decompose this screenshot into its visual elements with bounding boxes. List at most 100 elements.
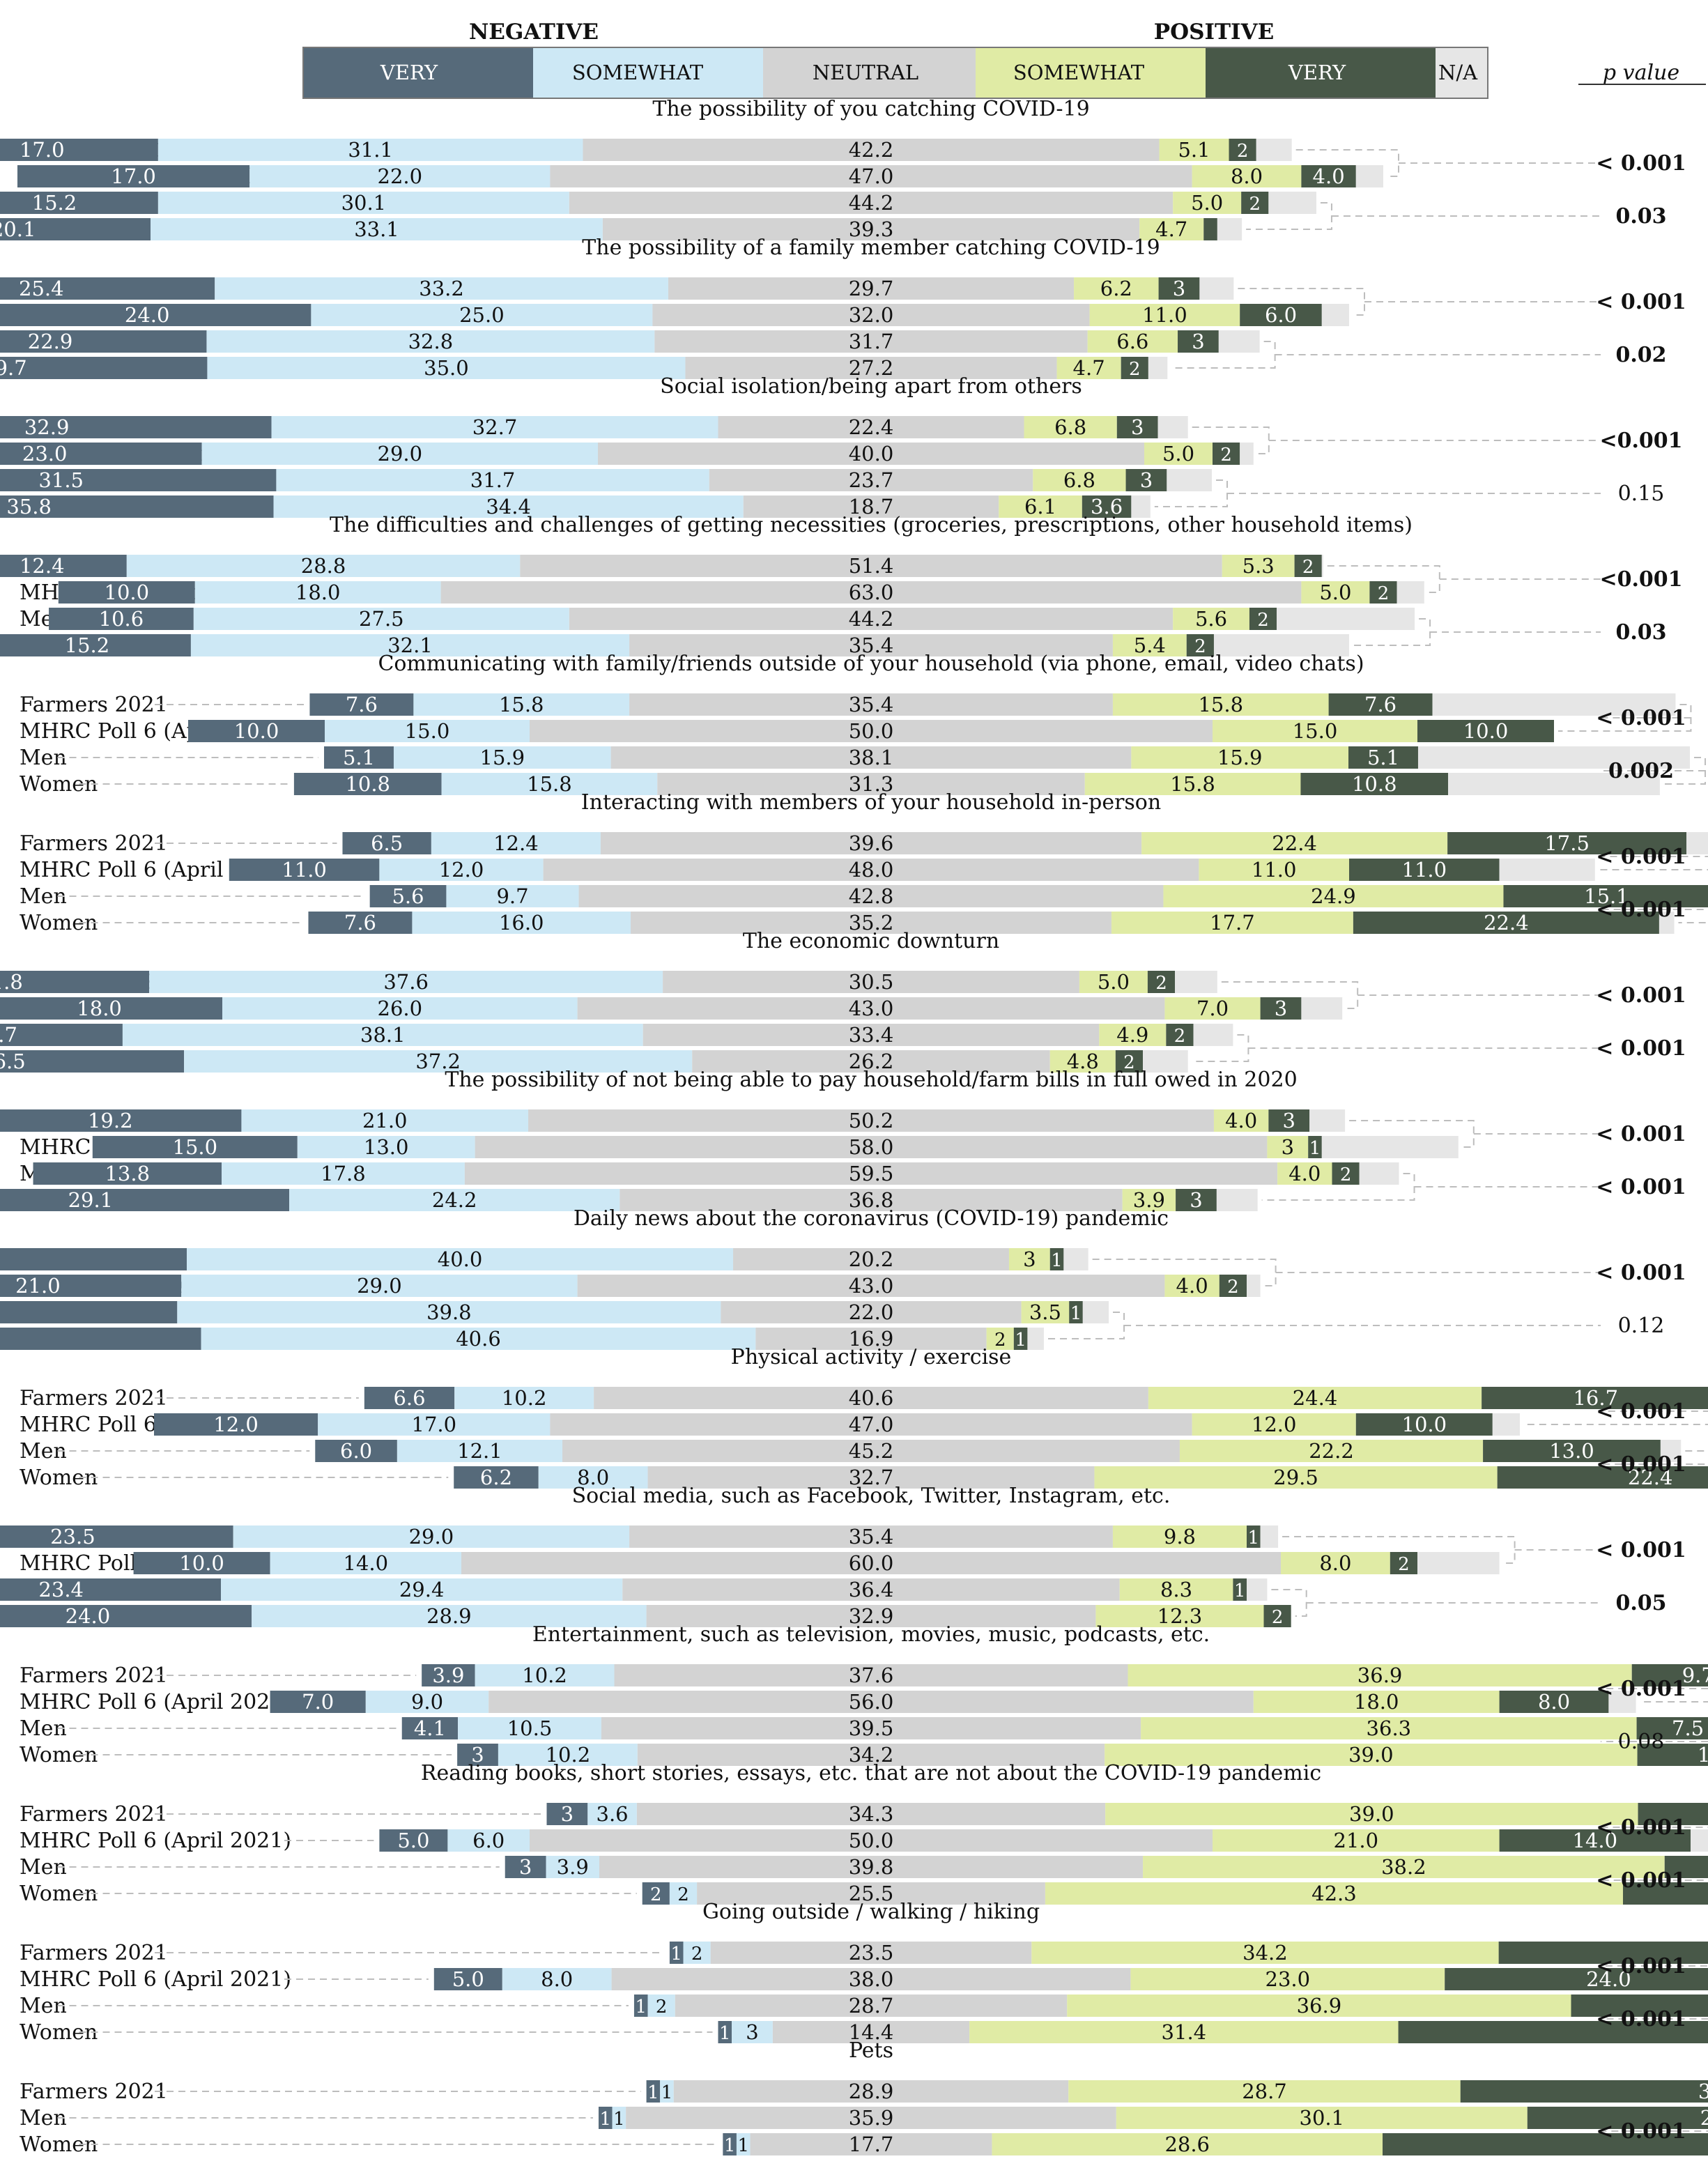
bar-segment-negative-very: [0, 1301, 178, 1323]
bar-segment-positive-somewhat: [1087, 330, 1178, 353]
panel: Social isolation/being apart from others…: [0, 374, 1683, 519]
bar-value-label-positive-somewhat: 8.0: [1319, 1551, 1351, 1575]
bar-value-label-positive-somewhat: 29.5: [1273, 1466, 1318, 1489]
bar-segment-na: [1499, 859, 1595, 881]
bar-segment-negative-very: [0, 1578, 222, 1601]
bar-segment-neutral: [599, 1856, 1144, 1878]
bar-segment-neutral: [631, 912, 1111, 934]
bar-segment-positive-somewhat: [969, 2021, 1399, 2043]
bar-segment-positive-very: [1147, 971, 1176, 993]
bar-value-label-neutral: 28.7: [849, 1994, 894, 2018]
panel: The possibility of not being able to pay…: [0, 1068, 1686, 1213]
bar-value-label-negative-very: 23.5: [50, 1525, 95, 1548]
bar-value-label-neutral: 50.2: [849, 1109, 894, 1132]
bar-value-label-negative-very: 1: [600, 2109, 612, 2130]
pvalue-label: < 0.001: [1596, 1036, 1686, 1061]
bar-segment-na: [1301, 997, 1343, 1020]
bar-value-label-positive-very: 1: [1248, 1528, 1260, 1548]
bar-value-label-neutral: 39.6: [849, 831, 894, 855]
bar-segment-positive-very: [1349, 859, 1500, 881]
bar-segment-negative-very: [718, 2021, 732, 2043]
bar-segment-negative-somewhat: [683, 1942, 711, 1964]
row-label: Women: [20, 772, 98, 797]
bar-value-label-negative-somewhat: 10.2: [546, 1743, 591, 1767]
bar-segment-neutral: [629, 634, 1113, 656]
bar-value-label-negative-somewhat: 10.2: [502, 1386, 547, 1410]
bar-segment-negative-very: [669, 1942, 684, 1964]
bar-segment-positive-very: [1301, 165, 1356, 187]
bar-segment-positive-somewhat: [1213, 1109, 1269, 1132]
bar-value-label-positive-somewhat: 4.9: [1116, 1023, 1148, 1047]
bar-segment-negative-somewhat: [271, 416, 718, 438]
row-label: Farmers 2021: [20, 2080, 168, 2104]
bar-value-label-positive-somewhat: 15.8: [1198, 693, 1243, 716]
bar-value-label-negative-very: 7.0: [302, 1690, 334, 1714]
bar-segment-negative-somewhat: [475, 1664, 615, 1686]
bar-segment-positive-very: [1178, 330, 1219, 353]
bar-value-label-negative-very: 22.9: [28, 330, 73, 353]
bar-segment-na: [1686, 832, 1708, 854]
bar-value-label-negative-very: 10.0: [105, 581, 150, 604]
bar-segment-na: [1432, 693, 1676, 716]
bar-segment-neutral: [594, 1387, 1148, 1409]
pvalue-label: < 0.001: [1596, 2119, 1686, 2144]
bar-value-label-neutral: 38.1: [849, 746, 894, 769]
bar-segment-negative-somewhat: [441, 773, 658, 795]
bar-segment-positive-very: [1497, 1466, 1708, 1489]
bar-value-label-positive-very: 1: [1015, 1330, 1026, 1351]
bar-value-label-negative-somewhat: 28.9: [426, 1604, 472, 1628]
bar-segment-na: [1417, 746, 1691, 769]
bar-value-label-negative-somewhat: 29.0: [409, 1525, 454, 1548]
bar-segment-negative-very: [0, 469, 277, 491]
pvalue-label: < 0.001: [1596, 898, 1686, 922]
bar-segment-negative-somewhat: [325, 720, 530, 742]
bar-value-label-neutral: 47.0: [849, 1413, 894, 1436]
bar-segment-negative-somewhat: [222, 1162, 465, 1185]
bar-segment-na: [1321, 1136, 1459, 1158]
bar-value-label-negative-very: 11.0: [282, 858, 327, 882]
bar-segment-neutral: [733, 1248, 1009, 1270]
bar-value-label-negative-very: 5.6: [392, 884, 424, 908]
bar-value-label-negative-very: 12.0: [213, 1413, 259, 1436]
legend-swatch-negative-somewhat: [533, 47, 763, 98]
bar-value-label-neutral: 22.4: [849, 415, 894, 439]
bar-value-label-negative-somewhat: 12.1: [457, 1439, 502, 1463]
bar-segment-positive-very: [1447, 832, 1687, 854]
row-label: Farmers 2021: [20, 1663, 168, 1688]
bar-segment-na: [1240, 443, 1254, 465]
bar-segment-negative-somewhat: [184, 1050, 693, 1073]
bar-value-label-positive-somewhat: 22.4: [1272, 831, 1317, 855]
legend-label-na: N/A: [1438, 61, 1478, 84]
panel-title: The possibility of not being able to pay…: [445, 1068, 1297, 1092]
bar-value-label-positive-very: 3: [1275, 997, 1287, 1020]
bar-value-label-positive-somewhat: 28.7: [1242, 2080, 1287, 2103]
bar-value-label-positive-somewhat: 3.5: [1029, 1300, 1061, 1324]
legend-swatch-negative-very: [303, 47, 533, 98]
pvalue-label: < 0.001: [1596, 2007, 1686, 2031]
panel: Social media, such as Facebook, Twitter,…: [0, 1484, 1686, 1629]
bar-value-label-negative-very: 15.2: [32, 191, 77, 215]
pvalue-label: < 0.001: [1596, 1261, 1686, 1285]
bar-value-label-positive-somewhat: 38.2: [1381, 1855, 1426, 1879]
bar-value-label-negative-very: 10.0: [234, 719, 279, 743]
bar-value-label-positive-somewhat: 15.8: [1170, 772, 1215, 796]
bar-value-label-positive-very: 2: [1257, 610, 1269, 631]
bar-value-label-positive-somewhat: 7.0: [1197, 997, 1229, 1020]
bar-segment-na: [1247, 1578, 1268, 1601]
bar-value-label-positive-very: 2: [1174, 1026, 1186, 1047]
bar-segment-negative-very: [229, 859, 380, 881]
bar-value-label-positive-somewhat: 6.8: [1063, 468, 1095, 492]
bar-segment-na: [1321, 304, 1349, 326]
bar-segment-negative-somewhat: [122, 1024, 643, 1046]
bar-value-label-positive-very: 2: [1237, 141, 1249, 162]
bar-segment-negative-somewhat: [157, 192, 569, 214]
bar-value-label-negative-somewhat: 39.8: [426, 1300, 472, 1324]
bar-value-label-neutral: 50.0: [849, 1829, 894, 1852]
bar-value-label-positive-somewhat: 6.2: [1100, 277, 1132, 300]
bar-segment-negative-somewhat: [270, 1552, 461, 1574]
bar-segment-negative-somewhat: [149, 971, 663, 993]
bar-segment-positive-very: [1300, 773, 1449, 795]
row-label: Women: [20, 1743, 98, 1767]
bar-segment-positive-very: [1328, 693, 1433, 716]
legend-swatch-na: [1436, 47, 1488, 98]
